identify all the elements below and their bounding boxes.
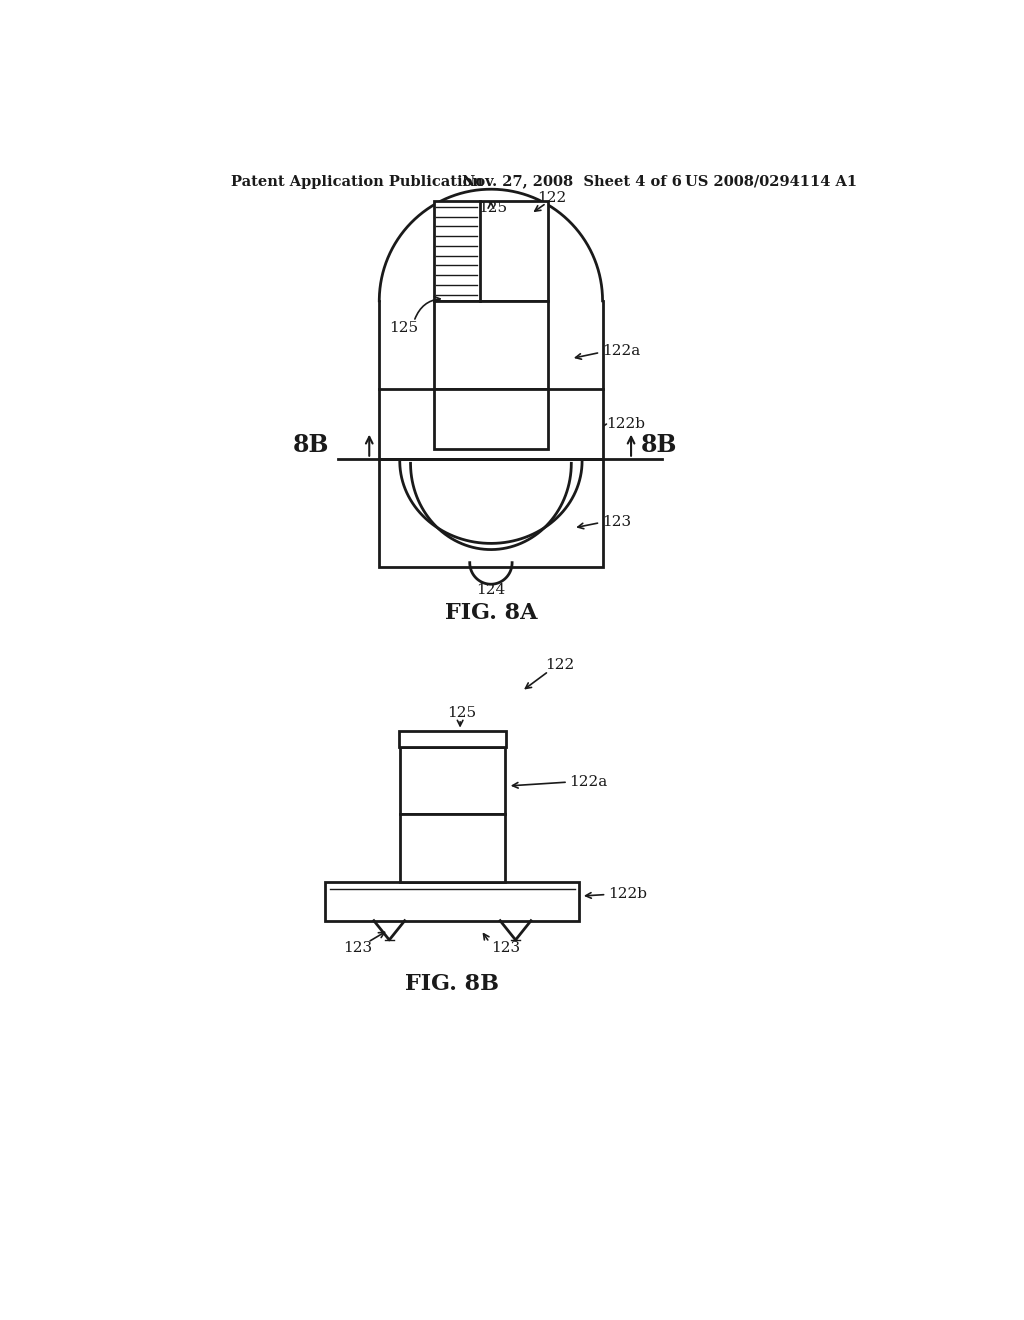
Bar — [398, 730, 506, 747]
Text: 8B: 8B — [293, 433, 330, 457]
Text: 122a: 122a — [602, 345, 640, 358]
Text: Nov. 27, 2008  Sheet 4 of 6: Nov. 27, 2008 Sheet 4 of 6 — [462, 174, 682, 189]
Bar — [400, 814, 505, 882]
Text: 125: 125 — [447, 706, 476, 719]
Text: 124: 124 — [476, 582, 506, 597]
Text: 122b: 122b — [606, 417, 645, 432]
Bar — [400, 747, 505, 814]
Text: 125: 125 — [389, 321, 419, 335]
Text: FIG. 8A: FIG. 8A — [444, 602, 538, 624]
Text: 123: 123 — [602, 515, 631, 529]
Bar — [379, 459, 602, 566]
Bar — [434, 389, 548, 449]
Bar — [326, 882, 580, 921]
Text: 122b: 122b — [608, 887, 647, 900]
Text: 125: 125 — [478, 202, 507, 215]
Text: FIG. 8B: FIG. 8B — [406, 973, 500, 995]
Text: 123: 123 — [343, 941, 373, 954]
Text: 122: 122 — [545, 659, 574, 672]
Text: 8B: 8B — [640, 433, 677, 457]
Text: 122a: 122a — [569, 775, 607, 789]
Text: Patent Application Publication: Patent Application Publication — [230, 174, 482, 189]
Bar — [434, 201, 548, 301]
Text: 123: 123 — [490, 941, 520, 954]
Text: US 2008/0294114 A1: US 2008/0294114 A1 — [685, 174, 857, 189]
Bar — [434, 301, 548, 389]
Text: 122: 122 — [538, 191, 566, 206]
